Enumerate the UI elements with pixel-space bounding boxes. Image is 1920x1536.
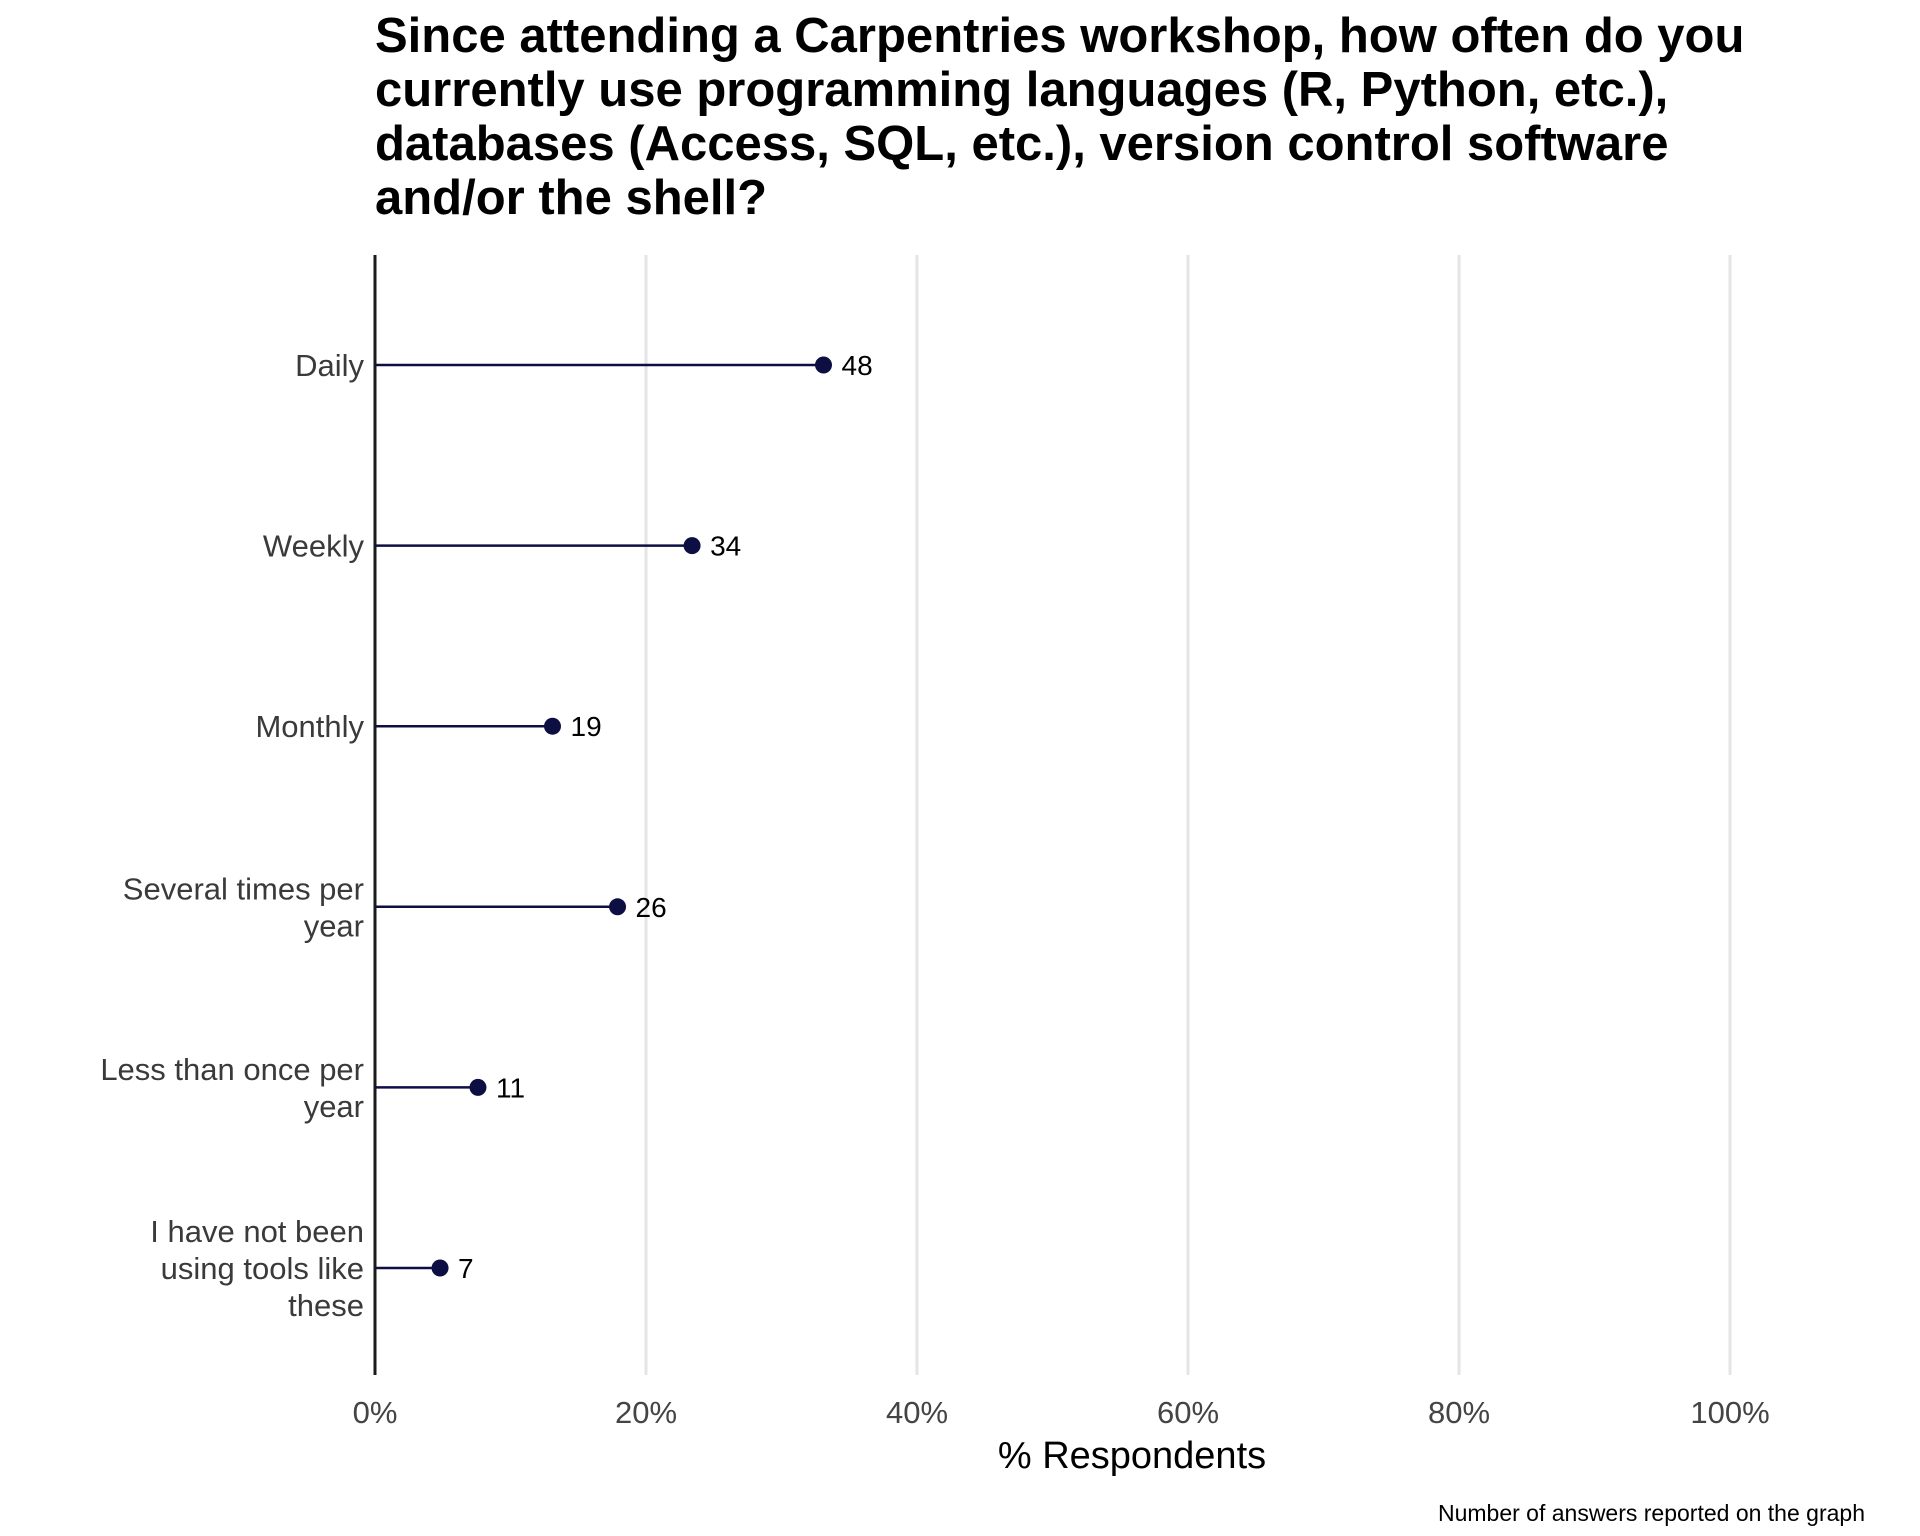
lollipop-point [815,356,833,374]
data-label: 26 [636,892,667,923]
category-label: Daily [295,348,364,383]
lollipop-point [544,717,562,735]
x-tick-label: 80% [1428,1395,1490,1430]
lollipop-stems [375,363,824,1270]
title-line: Since attending a Carpentries workshop, … [375,9,1744,63]
data-label: 7 [458,1253,474,1284]
category-label: these [288,1288,364,1323]
lollipop-point [683,537,701,555]
x-axis-title: % Respondents [998,1435,1266,1477]
x-tick-label: 0% [353,1395,398,1430]
category-label: using tools like [161,1251,364,1286]
x-tick-label: 100% [1690,1395,1769,1430]
x-gridlines [644,255,1732,1375]
chart-caption: Number of answers reported on the graph [1438,1500,1865,1526]
data-label: 19 [571,711,602,742]
title-line: databases (Access, SQL, etc.), version c… [375,117,1669,171]
category-label: Several times per [123,871,364,906]
category-label: year [304,1089,364,1124]
x-tick-label: 60% [1157,1395,1219,1430]
title-line: and/or the shell? [375,171,767,225]
lollipop-point [609,898,627,916]
data-label: 48 [842,350,873,381]
category-label: Less than once per [100,1052,364,1087]
category-label: Monthly [255,709,364,744]
x-tick-label: 20% [615,1395,677,1430]
data-label: 34 [710,531,741,562]
category-label: year [304,908,364,943]
lollipop-point [431,1259,449,1277]
category-label: I have not been [150,1214,364,1249]
title-line: currently use programming languages (R, … [375,63,1668,117]
lollipop-points [431,356,833,1277]
x-tick-label: 40% [886,1395,948,1430]
lollipop-point [469,1078,487,1096]
chart-title: Since attending a Carpentries workshop, … [375,9,1744,225]
data-labels: 48 34 19 26 11 7 [458,350,873,1284]
category-label: Weekly [263,529,365,564]
data-label: 11 [496,1072,525,1103]
x-tick-labels: 0% 20% 40% 60% 80% 100% [353,1395,1770,1430]
